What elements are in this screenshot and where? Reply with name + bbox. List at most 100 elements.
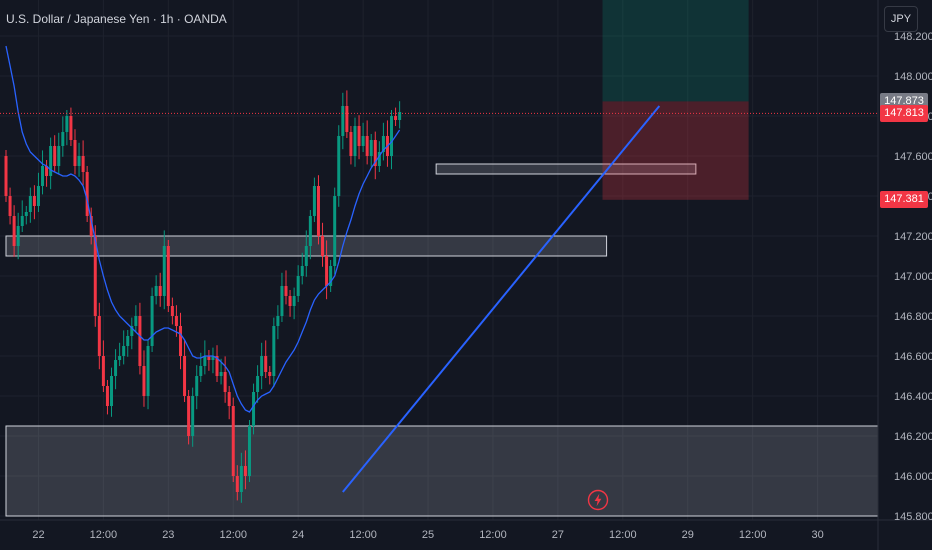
candle-down xyxy=(264,356,268,372)
candle-down xyxy=(93,236,97,316)
y-tick-label: 146.800 xyxy=(894,311,932,323)
candle-down xyxy=(316,186,320,236)
candle-down xyxy=(394,116,398,120)
time-axis[interactable]: 22 12:00 23 12:00 24 12:00 25 12:00 27 12:00 29 12:… xyxy=(32,529,823,541)
candle-down xyxy=(97,316,101,356)
candle-up xyxy=(276,316,280,326)
chart-title: U.S. Dollar / Japanese Yen · 1h · OANDA xyxy=(6,12,227,26)
candle-up xyxy=(337,136,341,196)
candle-down xyxy=(325,256,329,286)
y-tick-label: 147.000 xyxy=(894,271,932,283)
loss-zone[interactable] xyxy=(602,101,749,200)
candle-up xyxy=(146,346,150,396)
x-tick-label: 25 xyxy=(422,529,434,541)
candle-up xyxy=(304,246,308,266)
candle-up xyxy=(312,186,316,216)
candle-down xyxy=(373,140,377,166)
candle-down xyxy=(268,372,272,376)
price-tag-stop: 147.381 xyxy=(880,191,928,209)
candle-up xyxy=(61,132,65,146)
candle-up xyxy=(24,212,28,216)
zone-box[interactable] xyxy=(5,425,879,517)
candle-down xyxy=(81,156,85,172)
candle-up xyxy=(390,116,394,156)
y-tick-label: 148.200 xyxy=(894,31,932,43)
candle-up xyxy=(353,126,357,156)
candle-down xyxy=(284,286,288,296)
candle-down xyxy=(235,476,239,492)
x-tick-label: 12:00 xyxy=(479,529,507,541)
candle-down xyxy=(8,196,12,216)
candle-up xyxy=(65,116,69,132)
candle-up xyxy=(247,426,251,476)
candle-down xyxy=(4,156,8,196)
candle-up xyxy=(280,286,284,316)
profit-zone[interactable] xyxy=(602,0,749,102)
x-tick-label: 22 xyxy=(32,529,44,541)
y-tick-label: 146.000 xyxy=(894,471,932,483)
candle-down xyxy=(365,136,369,156)
support-resistance-zones xyxy=(5,163,879,517)
candle-down xyxy=(142,366,146,396)
candle-up xyxy=(16,226,20,246)
y-tick-label: 148.000 xyxy=(894,71,932,83)
candle-down xyxy=(32,196,36,206)
candle-down xyxy=(158,286,162,296)
candle-down xyxy=(166,246,170,306)
candle-up xyxy=(329,266,333,286)
candle-down xyxy=(138,316,142,366)
candle-up xyxy=(36,186,40,206)
candle-up xyxy=(126,336,130,346)
candle-up xyxy=(154,286,158,296)
candle-down xyxy=(45,166,49,176)
candle-up xyxy=(122,346,126,356)
candle-down xyxy=(69,116,73,140)
candle-up xyxy=(308,216,312,246)
candle-down xyxy=(227,392,231,406)
candle-up xyxy=(195,376,199,396)
candle-up xyxy=(252,392,256,426)
zone-box[interactable] xyxy=(435,163,697,175)
currency-button[interactable]: JPY xyxy=(884,6,918,32)
candle-up xyxy=(49,146,53,176)
candle-up xyxy=(333,196,337,266)
candle-down xyxy=(85,172,89,216)
x-tick-label: 12:00 xyxy=(349,529,377,541)
x-tick-label: 29 xyxy=(682,529,694,541)
candle-up xyxy=(130,326,134,336)
y-tick-label: 146.600 xyxy=(894,351,932,363)
candle-up xyxy=(134,316,138,326)
x-tick-label: 24 xyxy=(292,529,304,541)
candle-down xyxy=(183,356,187,396)
trend-line[interactable] xyxy=(342,105,661,493)
candle-down xyxy=(89,216,93,236)
candle-up xyxy=(28,196,32,212)
candle-up xyxy=(199,366,203,376)
y-tick-label: 146.400 xyxy=(894,391,932,403)
candle-down xyxy=(207,356,211,360)
candle-up xyxy=(239,466,243,492)
price-tag-last: 147.813 xyxy=(880,104,928,122)
candle-down xyxy=(223,372,227,392)
candle-down xyxy=(288,296,292,306)
candle-up xyxy=(377,152,381,166)
lightning-alert-icon[interactable] xyxy=(587,489,609,511)
candle-down xyxy=(345,106,349,132)
candle-down xyxy=(357,126,361,146)
candle-up xyxy=(162,246,166,296)
candle-down xyxy=(53,146,57,166)
moving-average-line xyxy=(5,45,401,413)
candle-down xyxy=(349,132,353,156)
candle-down xyxy=(12,216,16,246)
candle-up xyxy=(211,356,215,360)
candle-up xyxy=(219,372,223,376)
candle-up xyxy=(260,356,264,376)
candle-up xyxy=(57,146,61,166)
candle-down xyxy=(215,356,219,376)
candle-up xyxy=(398,112,402,120)
candle-up xyxy=(118,356,122,360)
candle-up xyxy=(300,266,304,276)
candle-up xyxy=(77,156,81,166)
candle-up xyxy=(292,296,296,306)
